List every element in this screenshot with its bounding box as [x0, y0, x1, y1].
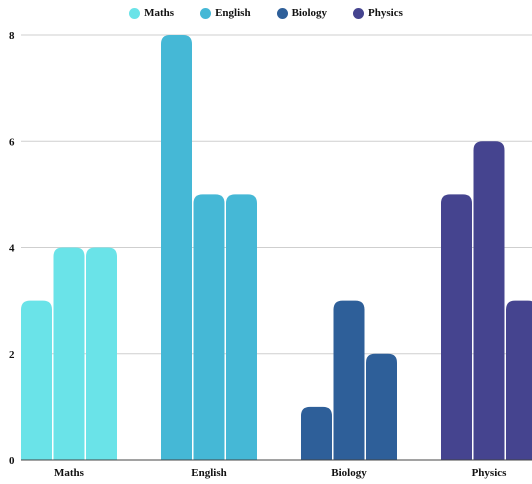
- bar-english-2[interactable]: [193, 194, 225, 460]
- legend-label: Physics: [368, 7, 403, 19]
- bar-maths-3[interactable]: [86, 247, 117, 461]
- y-tick-label: 4: [9, 243, 15, 255]
- legend-item-english[interactable]: English: [200, 7, 251, 19]
- x-tick-label: Maths: [54, 467, 85, 479]
- legend-swatch: [200, 7, 212, 19]
- y-tick-label: 8: [9, 30, 15, 42]
- bar-biology-3[interactable]: [366, 353, 397, 460]
- bar-physics-3[interactable]: [506, 300, 532, 460]
- x-tick-label: Physics: [472, 467, 508, 479]
- legend-item-physics[interactable]: Physics: [353, 7, 403, 19]
- bar-maths-2[interactable]: [53, 247, 85, 461]
- bar-biology-1[interactable]: [301, 406, 332, 460]
- chart-legend: Maths English Biology Physics: [0, 5, 532, 21]
- bar-physics-1[interactable]: [441, 194, 472, 460]
- legend-swatch: [276, 7, 288, 19]
- bar-english-3[interactable]: [226, 194, 257, 460]
- bar-physics-2[interactable]: [473, 141, 505, 460]
- bar-maths-1[interactable]: [21, 300, 52, 460]
- legend-item-maths[interactable]: Maths: [129, 7, 174, 19]
- bar-biology-2[interactable]: [333, 300, 365, 460]
- y-tick-label: 0: [9, 455, 15, 467]
- legend-label: Biology: [291, 7, 328, 19]
- bar-english-1[interactable]: [161, 35, 192, 460]
- legend-swatch: [129, 7, 141, 19]
- y-tick-label: 6: [9, 136, 15, 148]
- x-tick-label: English: [191, 467, 226, 479]
- legend-label: English: [215, 7, 251, 19]
- y-tick-label: 2: [9, 349, 15, 361]
- legend-label: Maths: [144, 7, 175, 19]
- x-tick-label: Biology: [331, 467, 367, 479]
- legend-item-biology[interactable]: Biology: [276, 7, 328, 19]
- legend-swatch: [353, 7, 365, 19]
